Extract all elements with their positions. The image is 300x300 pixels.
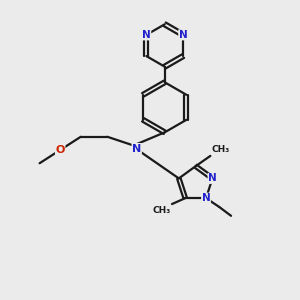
Text: N: N <box>208 173 217 183</box>
Text: CH₃: CH₃ <box>152 206 170 214</box>
Text: CH₃: CH₃ <box>212 146 230 154</box>
Text: N: N <box>132 143 141 154</box>
Text: N: N <box>142 30 151 40</box>
Text: N: N <box>202 193 210 203</box>
Text: O: O <box>56 145 65 155</box>
Text: N: N <box>179 30 188 40</box>
